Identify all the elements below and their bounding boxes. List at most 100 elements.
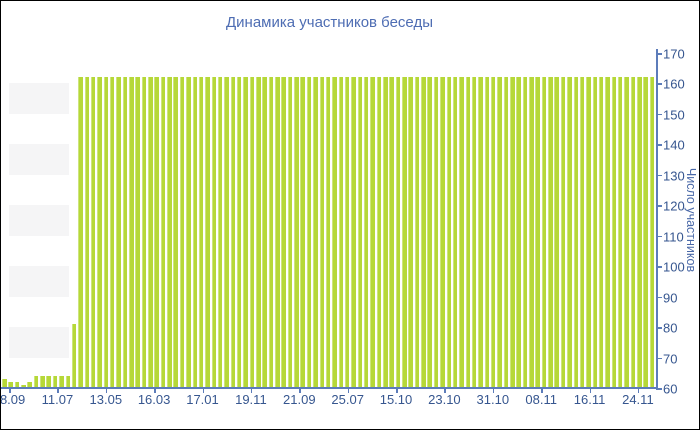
- x-tick-mark: [250, 389, 253, 393]
- y-tick-mark: [656, 388, 662, 390]
- y-tick-label: 120: [663, 198, 685, 214]
- bar: [192, 77, 197, 388]
- bar: [33, 375, 39, 388]
- bar: [446, 77, 451, 388]
- y-tick-label: 70: [663, 351, 678, 366]
- x-tick-label: 17.01: [186, 392, 219, 407]
- grid-band: [9, 266, 69, 297]
- bar: [554, 77, 559, 388]
- bar: [129, 77, 134, 388]
- grid-band: [9, 83, 69, 114]
- y-tick-mark: [656, 266, 662, 268]
- x-tick-mark: [492, 389, 495, 393]
- grid-band: [9, 205, 69, 236]
- bar: [452, 77, 458, 388]
- bar: [40, 375, 45, 388]
- bar: [427, 77, 432, 388]
- bar: [414, 77, 420, 388]
- bar: [14, 381, 20, 388]
- bar: [637, 77, 642, 388]
- bar: [630, 77, 636, 388]
- x-tick-mark: [347, 389, 350, 393]
- x-tick-mark: [57, 389, 59, 393]
- y-tick-label: 60: [663, 381, 678, 397]
- bar: [522, 77, 528, 388]
- bar: [503, 77, 509, 388]
- y-tick-label: 170: [663, 46, 685, 62]
- x-tick-mark: [444, 389, 446, 393]
- y-tick-mark: [656, 83, 662, 85]
- bar: [383, 77, 388, 388]
- bar: [363, 77, 369, 388]
- bar: [173, 77, 178, 388]
- x-tick-label: 31.10: [476, 392, 510, 407]
- x-tick-label: 16.11: [573, 392, 606, 407]
- bar: [529, 77, 534, 388]
- grid-band: [9, 144, 69, 175]
- bar: [84, 77, 90, 388]
- y-tick-mark: [656, 144, 662, 146]
- bar: [332, 77, 337, 388]
- x-tick-mark: [154, 389, 156, 393]
- bar: [490, 77, 496, 388]
- bar: [2, 378, 7, 388]
- y-tick-mark: [656, 357, 662, 359]
- bar: [624, 77, 629, 388]
- bar: [8, 381, 13, 388]
- bar: [103, 77, 109, 388]
- bar: [217, 77, 223, 388]
- y-tick-mark: [656, 235, 662, 238]
- y-tick-label: 150: [663, 107, 685, 123]
- bar: [440, 77, 445, 388]
- bar: [497, 77, 502, 388]
- bar: [179, 77, 185, 388]
- bar: [262, 77, 267, 388]
- x-tick-mark: [396, 389, 398, 393]
- bar: [236, 77, 242, 388]
- bar: [560, 77, 566, 388]
- bar: [649, 77, 655, 388]
- x-tick-label: 08.09: [0, 392, 26, 407]
- y-tick-mark: [656, 113, 662, 116]
- y-tick-label: 140: [663, 137, 685, 153]
- x-tick-label: 24.11: [622, 392, 654, 407]
- bar: [516, 77, 521, 388]
- bar: [535, 77, 540, 388]
- bar: [97, 77, 102, 388]
- bar: [567, 77, 572, 388]
- bar: [351, 77, 356, 388]
- bar: [617, 77, 623, 388]
- x-tick-mark: [299, 389, 301, 393]
- bar: [306, 77, 312, 388]
- x-tick-label: 21.09: [283, 392, 316, 407]
- bar: [211, 77, 217, 388]
- chart-title: Динамика участников беседы: [226, 14, 433, 31]
- grid-band: [9, 327, 69, 358]
- y-tick-label: 90: [663, 290, 678, 306]
- bar: [300, 77, 305, 388]
- bar: [59, 375, 64, 388]
- bar: [459, 77, 464, 388]
- bar: [167, 77, 172, 388]
- x-tick-label: 16.03: [137, 392, 171, 407]
- x-tick-label: 11.07: [41, 392, 74, 407]
- bar: [116, 77, 121, 388]
- x-tick-mark: [589, 389, 592, 393]
- bar: [510, 77, 515, 388]
- bar: [205, 77, 210, 388]
- bar: [548, 77, 553, 388]
- bar: [230, 77, 236, 388]
- bar: [160, 77, 166, 388]
- bar: [21, 385, 26, 388]
- x-tick-mark: [105, 389, 108, 393]
- bar: [605, 77, 610, 388]
- bar: [46, 375, 51, 388]
- bar: [433, 77, 439, 388]
- x-tick-label: 25.07: [331, 392, 364, 407]
- y-tick-label: 80: [663, 320, 678, 336]
- bar: [579, 77, 585, 388]
- bar: [294, 77, 299, 388]
- bar: [370, 77, 375, 388]
